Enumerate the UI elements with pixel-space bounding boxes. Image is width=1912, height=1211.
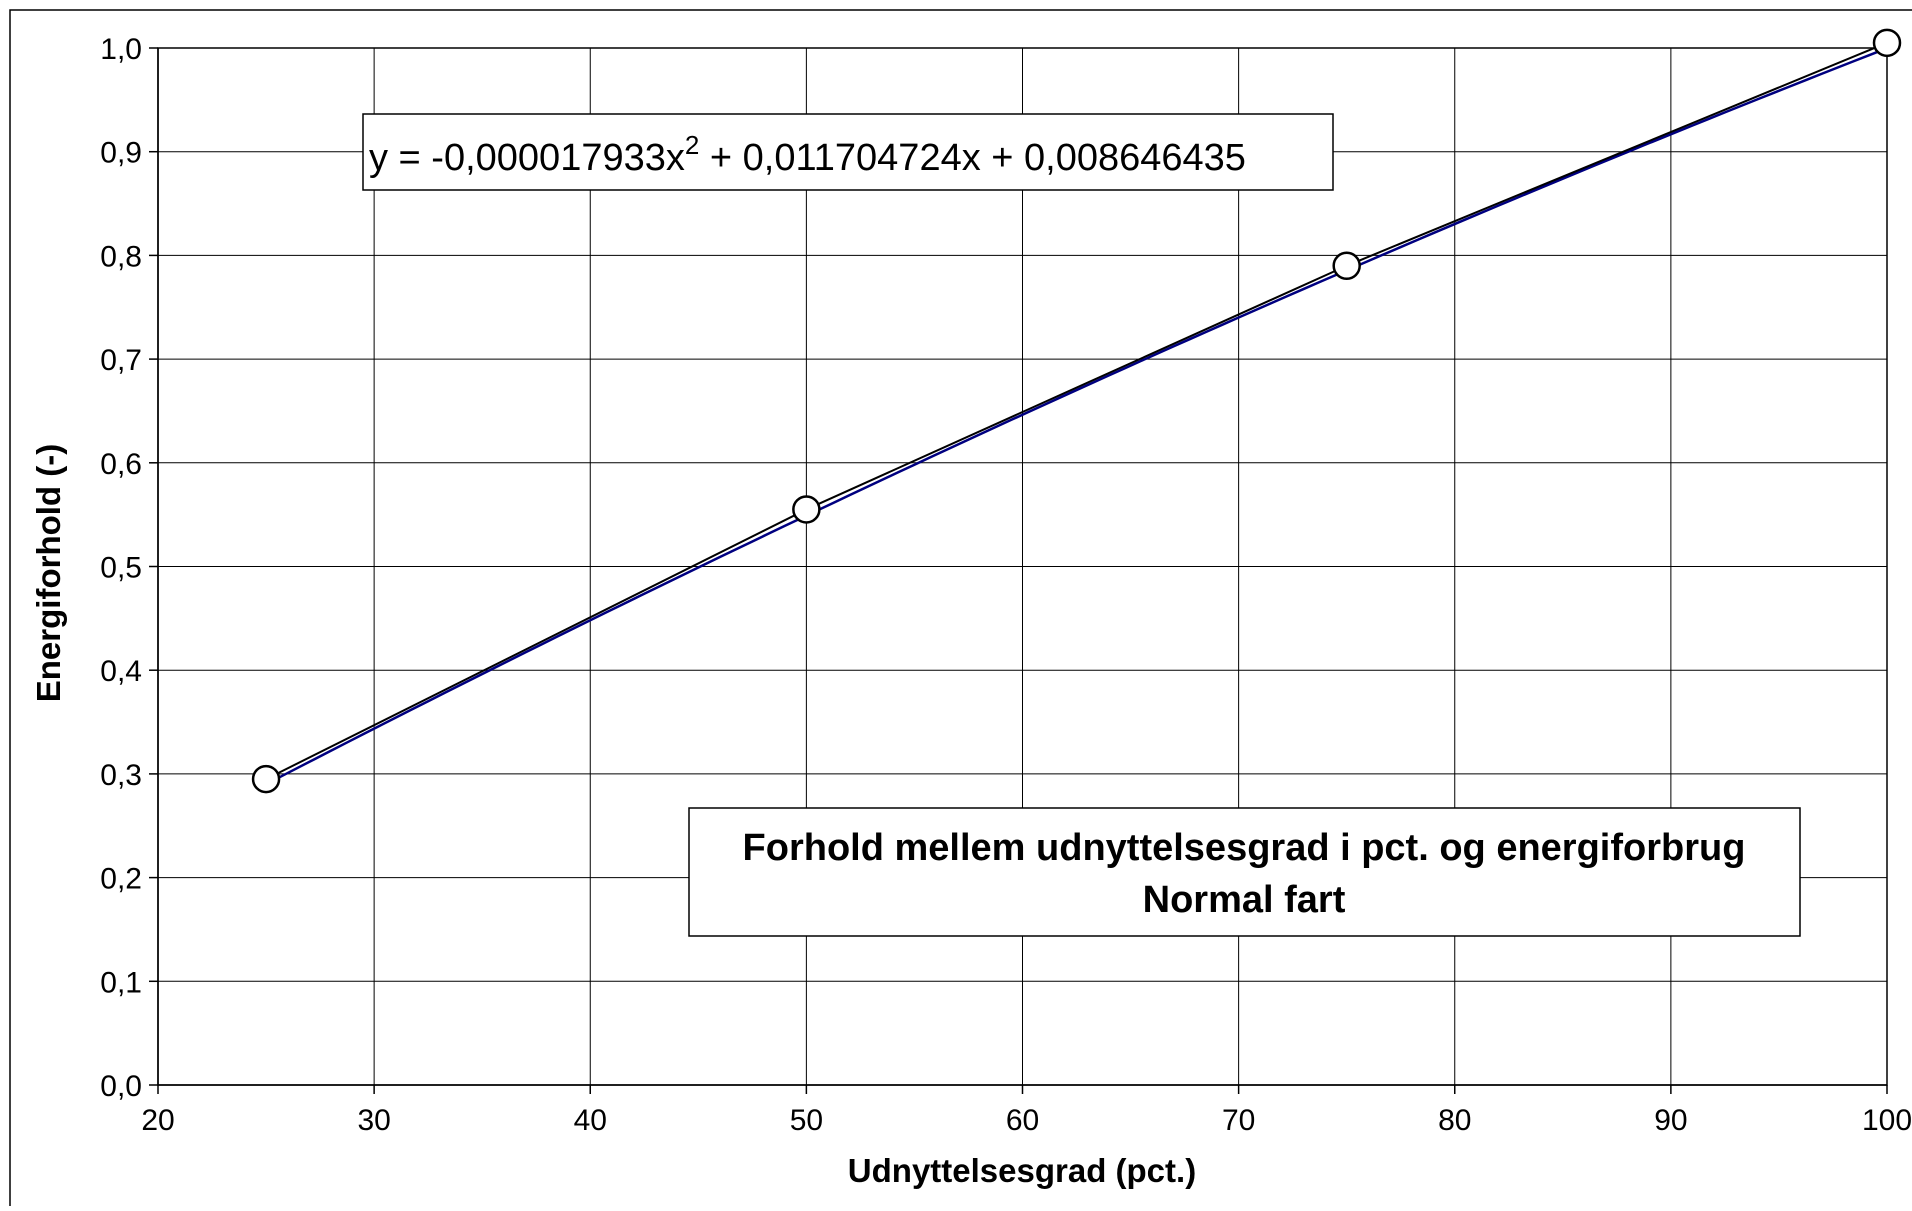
equation-prefix: y = -0,000017933x: [369, 137, 685, 179]
trendline-equation: y = -0,000017933x2 + 0,011704724x + 0,00…: [369, 130, 1246, 179]
chart-title-frame: [688, 807, 1801, 937]
data-point: [1332, 251, 1361, 281]
x-tick-label: 40: [574, 1104, 607, 1137]
equation-box-frame: [362, 113, 1334, 191]
x-tick-label: 20: [141, 1104, 174, 1137]
trendline: [265, 47, 1888, 786]
y-tick-label: 0,0: [100, 1070, 142, 1103]
equation-box: y = -0,000017933x2 + 0,011704724x + 0,00…: [362, 113, 1334, 191]
y-tick-label: 0,2: [100, 863, 142, 896]
chart-subtitle: Normal fart: [1143, 879, 1346, 921]
y-tick-label: 0,4: [100, 655, 142, 688]
axes: [149, 47, 1888, 1094]
x-tick-label: 50: [790, 1104, 823, 1137]
x-tick-labels: 20 30 40 50 60 70 80 90 100: [141, 1104, 1912, 1137]
trendline-path: [265, 47, 1888, 786]
x-tick-label: 80: [1438, 1104, 1471, 1137]
y-tick-label: 1,0: [100, 33, 142, 66]
y-tick-label: 0,3: [100, 759, 142, 792]
x-tick-label: 100: [1862, 1104, 1912, 1137]
y-tick-label: 0,6: [100, 448, 142, 481]
data-point: [251, 764, 281, 794]
chart-title-box: Forhold mellem udnyttelsesgrad i pct. og…: [688, 807, 1801, 937]
x-tick-label: 30: [357, 1104, 390, 1137]
y-tick-label: 0,8: [100, 240, 142, 273]
x-tick-label: 70: [1222, 1104, 1255, 1137]
data-point: [792, 495, 821, 524]
y-tick-label: 0,1: [100, 966, 142, 999]
data-series: [251, 28, 1902, 794]
x-tick-label: 60: [1006, 1104, 1039, 1137]
series-line: [265, 41, 1888, 780]
equation-suffix: + 0,011704724x + 0,008646435: [699, 137, 1246, 179]
y-tick-label: 0,9: [100, 137, 142, 170]
y-axis-title: Energiforhold (-): [30, 444, 67, 702]
y-tick-labels: 0,0 0,1 0,2 0,3 0,4 0,5 0,6 0,7 0,8 0,9 1,0: [100, 33, 142, 1103]
x-axis-title: Udnyttelsesgrad (pct.): [848, 1152, 1196, 1189]
y-tick-label: 0,7: [100, 344, 142, 377]
x-tick-label: 90: [1654, 1104, 1687, 1137]
data-point: [1872, 28, 1902, 58]
y-tick-label: 0,5: [100, 552, 142, 585]
equation-superscript: 2: [685, 130, 699, 160]
chart-title: Forhold mellem udnyttelsesgrad i pct. og…: [743, 827, 1746, 869]
